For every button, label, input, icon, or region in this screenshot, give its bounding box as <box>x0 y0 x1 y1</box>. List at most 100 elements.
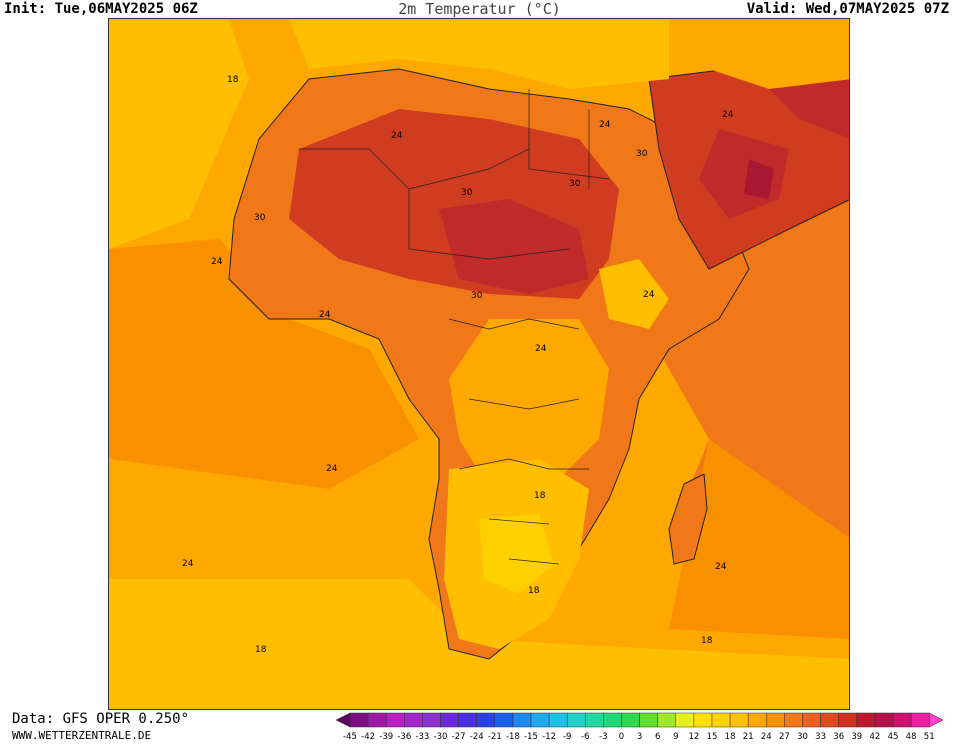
contour-label: 18 <box>255 645 267 655</box>
scale-color-cell <box>385 712 405 728</box>
contour-label: 24 <box>319 310 331 320</box>
contour-label: 30 <box>461 188 473 198</box>
scale-color-cell <box>548 712 568 728</box>
scale-color-cell <box>585 712 604 728</box>
scale-arrow-right <box>928 712 944 728</box>
scale-color-cell <box>530 712 550 728</box>
scale-tick-label: 21 <box>743 732 754 741</box>
scale-color-cell <box>747 712 767 728</box>
contour-label: 30 <box>636 149 648 159</box>
scale-tick-label: -3 <box>599 732 607 741</box>
init-time-label: Init: Tue,06MAY2025 06Z <box>4 1 198 17</box>
scale-color-cell <box>838 712 858 728</box>
contour-label: 24 <box>211 257 223 267</box>
scale-color-cell <box>856 712 876 728</box>
valid-time-label: Valid: Wed,07MAY2025 07Z <box>746 1 949 17</box>
middle-east-north <box>669 19 849 89</box>
scale-color-cell <box>476 712 496 728</box>
scale-color-cell <box>494 712 514 728</box>
country-borders <box>299 89 610 565</box>
central-africa-zone <box>449 319 609 489</box>
map-title: 2m Temperatur (°C) <box>398 0 561 18</box>
scale-tick-label: -33 <box>415 732 429 741</box>
scale-tick-label: 24 <box>761 732 772 741</box>
scale-tick-label: -18 <box>506 732 520 741</box>
persian-gulf-hot <box>769 79 849 139</box>
contour-label: 24 <box>715 562 727 572</box>
scale-color-cell <box>892 712 912 728</box>
scale-color-cell <box>802 712 821 728</box>
scale-tick-label: 36 <box>833 732 844 741</box>
scale-tick-label: 0 <box>619 732 624 741</box>
color-scale-legend: -45 -42 -39 -36 -33 -30 -27 -24 -21 -18 -15 -12 -9 -6… <box>335 712 956 742</box>
scale-color-cell <box>639 712 658 728</box>
scale-color-cell <box>820 712 839 728</box>
scale-arrow-left <box>335 712 351 728</box>
scale-color-cell <box>910 712 930 728</box>
map-canvas: 18 24 30 30 30 30 30 24 24 24 24 24 24 2… <box>109 19 849 709</box>
gulf-of-guinea-warm <box>109 239 419 489</box>
contour-label: 30 <box>254 213 266 223</box>
scale-color-cell <box>367 712 387 728</box>
scale-color-cell <box>440 712 459 728</box>
scale-tick-label: 39 <box>851 732 862 741</box>
scale-tick-label: 6 <box>655 732 660 741</box>
color-scale-svg: -45 -42 -39 -36 -33 -30 -27 -24 -21 -18 -15 -12 -9 -6… <box>335 712 944 742</box>
scale-color-cell <box>693 712 713 728</box>
contour-label: 24 <box>535 344 547 354</box>
contour-label: 24 <box>391 131 403 141</box>
scale-color-cell <box>711 712 731 728</box>
data-source-label: Data: GFS OPER 0.250° <box>12 711 190 727</box>
scale-tick-label: 48 <box>906 732 917 741</box>
scale-color-cell <box>675 712 695 728</box>
scale-tick-label: 33 <box>815 732 826 741</box>
website-label: WWW.WETTERZENTRALE.DE <box>12 729 152 742</box>
scale-color-cell <box>458 712 477 728</box>
contour-label: 24 <box>722 110 734 120</box>
s-indian-ocean <box>669 439 849 639</box>
scale-tick-label: -12 <box>542 732 556 741</box>
scale-tick-label: -30 <box>434 732 448 741</box>
scale-tick-label: -36 <box>397 732 411 741</box>
scale-tick-label: 3 <box>637 732 642 741</box>
scale-color-cell <box>512 712 532 728</box>
contour-label: 24 <box>643 290 655 300</box>
scale-tick-label: 15 <box>707 732 718 741</box>
scale-color-cell <box>404 712 423 728</box>
scale-tick-label: 12 <box>688 732 699 741</box>
contour-label: 30 <box>569 179 581 189</box>
scale-color-cell <box>874 712 894 728</box>
arabia-hottest-core <box>744 159 774 199</box>
scale-tick-label: -24 <box>470 732 484 741</box>
scale-tick-label: 42 <box>869 732 880 741</box>
scale-tick-label: -9 <box>563 732 571 741</box>
contour-label: 18 <box>701 636 713 646</box>
scale-tick-label: -6 <box>581 732 589 741</box>
madagascar <box>668 473 708 565</box>
scale-color-cell <box>784 712 803 728</box>
kalahari-cool-zone <box>479 514 554 594</box>
scale-tick-label: 27 <box>779 732 790 741</box>
scale-tick-label: 51 <box>924 732 935 741</box>
contour-label: 30 <box>471 291 483 301</box>
contour-label: 18 <box>528 586 540 596</box>
ethiopian-highlands <box>599 259 669 329</box>
sahel-hottest-zone <box>439 199 589 294</box>
scale-tick-label: -42 <box>361 732 375 741</box>
scale-color-cell <box>621 712 640 728</box>
scale-tick-label: -39 <box>379 732 393 741</box>
scale-tick-label: -21 <box>488 732 502 741</box>
mediterranean-zone <box>289 19 669 89</box>
scale-tick-label: -15 <box>524 732 538 741</box>
scale-color-cell <box>766 712 785 728</box>
scale-color-cell <box>603 712 622 728</box>
scale-color-cell <box>729 712 749 728</box>
scale-tick-label: 30 <box>797 732 808 741</box>
scale-tick-label: -27 <box>452 732 466 741</box>
contour-label: 24 <box>326 464 338 474</box>
scale-color-cell <box>566 712 586 728</box>
contour-labels: 18 24 30 30 30 30 30 24 24 24 24 24 24 2… <box>182 75 734 655</box>
scale-color-cell <box>422 712 441 728</box>
contour-label: 24 <box>599 120 611 130</box>
scale-tick-label: 9 <box>673 732 678 741</box>
